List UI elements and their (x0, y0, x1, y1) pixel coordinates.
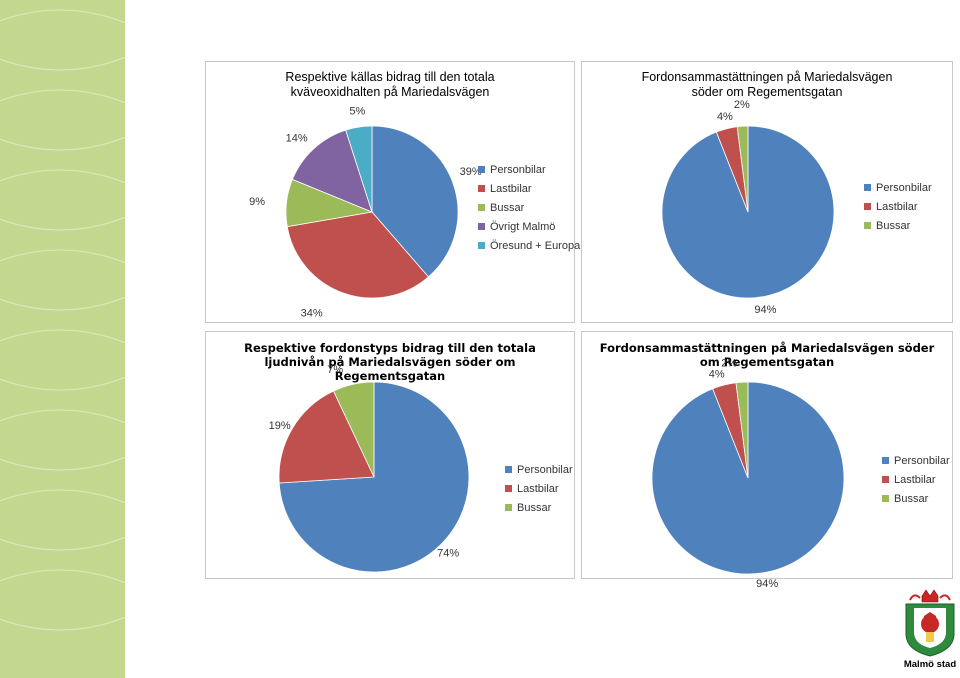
legend-item-2-2: Lastbilar (864, 197, 932, 216)
legend-swatch (478, 223, 485, 230)
data-label-2-2: 4% (717, 111, 733, 123)
legend-swatch (864, 203, 871, 210)
data-label-1-1: 39% (460, 166, 482, 178)
data-label-1-4: 14% (286, 132, 308, 144)
legend-swatch (478, 242, 485, 249)
data-label-4-3: 2% (721, 358, 737, 370)
legend-label: Bussar (517, 501, 552, 514)
legend-item-1-5: Öresund + Europa (478, 236, 580, 255)
legend-label: Bussar (894, 492, 929, 505)
sidebar-decoration (0, 0, 125, 678)
malmo-stad-logo: Malmö stad (900, 586, 960, 678)
chart-title-4: Fordonsammastättningen på Mariedalsvägen… (582, 341, 952, 369)
chart-panel-2: Fordonsammastättningen på Mariedalsvägen… (581, 61, 953, 323)
data-label-1-3: 9% (249, 196, 265, 208)
data-label-2-1: 94% (754, 304, 776, 316)
legend-swatch (505, 485, 512, 492)
chart-title-2: Fordonsammastättningen på Mariedalsvägen… (582, 70, 952, 100)
data-label-1-5: 5% (349, 106, 365, 118)
legend-label: Öresund + Europa (490, 239, 581, 252)
chart-panel-3: Respektive fordonstyps bidrag till den t… (205, 331, 575, 579)
legend-label: Personbilar (517, 463, 573, 476)
legend-1: Personbilar Lastbilar Bussar Övrigt Malmö Ör… (478, 160, 580, 255)
legend-item-1-2: Lastbilar (478, 179, 580, 198)
chart-panel-4: Fordonsammastättningen på Mariedalsvägen… (581, 331, 953, 590)
legend-swatch (478, 204, 485, 211)
data-label-3-3: 7% (327, 364, 343, 376)
legend-item-2-1: Personbilar (864, 178, 932, 197)
legend-item-3-2: Lastbilar (505, 479, 573, 498)
pie-slice-3-3 (333, 381, 375, 478)
pie-chart-1: 39% 34% 9% 14% 5% (249, 106, 482, 320)
legend-label: Lastbilar (490, 182, 532, 195)
data-label-3-1: 74% (437, 548, 459, 560)
legend-label: Lastbilar (894, 473, 936, 486)
chart-title-4-line-2: om Regementsgatan (699, 355, 835, 369)
legend-label: Personbilar (894, 454, 950, 467)
logo-text: Malmö stad (903, 659, 957, 670)
data-label-4-2: 4% (709, 368, 725, 380)
chart-panel-1: Respektive källas bidrag till den totala… (205, 61, 580, 323)
legend-item-1-4: Övrigt Malmö (478, 217, 580, 236)
chart-title-1: Respektive källas bidrag till den totala… (206, 70, 574, 100)
pie-slice-4-3 (735, 381, 749, 479)
legend-label: Bussar (876, 219, 911, 232)
legend-label: Personbilar (876, 181, 932, 194)
legend-item-2-3: Bussar (864, 216, 932, 235)
pie-chart-3: 74% 19% 7% (269, 364, 470, 573)
legend-swatch (505, 466, 512, 473)
legend-item-4-1: Personbilar (882, 451, 950, 470)
chart-title-3-line-1: Respektive fordonstyps bidrag till den t… (244, 341, 536, 355)
legend-swatch (882, 495, 889, 502)
pie-chart-2: 94% 4%2% (661, 99, 835, 316)
chart-title-1-line-2: kväveoxidhalten på Mariedalsvägen (290, 85, 490, 99)
pie-slice-1-1 (371, 125, 459, 278)
chart-title-3: Respektive fordonstyps bidrag till den t… (206, 341, 574, 383)
pie-slice-1-5 (345, 125, 373, 213)
chart-title-3-line-3: Regementsgatan (334, 369, 446, 383)
legend-2: Personbilar Lastbilar Bussar (864, 178, 932, 235)
pie-slice-1-2 (286, 211, 429, 299)
legend-label: Övrigt Malmö (490, 220, 556, 233)
legend-4: Personbilar Lastbilar Bussar (882, 451, 950, 508)
chart-title-2-line-1: Fordonsammastättningen på Mariedalsvägen (641, 70, 893, 84)
data-label-3-2: 19% (269, 420, 291, 432)
chart-title-2-line-2: söder om Regementsgatan (691, 85, 843, 99)
chart-title-1-line-1: Respektive källas bidrag till den totala (285, 70, 495, 84)
legend-label: Lastbilar (517, 482, 559, 495)
chart-title-4-line-1: Fordonsammastättningen på Mariedalsvägen… (599, 341, 935, 355)
sidebar-pattern (0, 9, 125, 631)
chart-title-3-line-2: ljudnivån på Mariedalsvägen söder om (264, 355, 516, 369)
legend-swatch (864, 184, 871, 191)
malmo-coat-of-arms-icon (905, 589, 955, 657)
legend-item-1-3: Bussar (478, 198, 580, 217)
legend-item-3-1: Personbilar (505, 460, 573, 479)
data-label-1-2: 34% (301, 308, 323, 320)
legend-swatch (882, 476, 889, 483)
legend-swatch (882, 457, 889, 464)
legend-3: Personbilar Lastbilar Bussar (505, 460, 573, 517)
legend-label: Bussar (490, 201, 525, 214)
legend-item-4-3: Bussar (882, 489, 950, 508)
legend-swatch (478, 185, 485, 192)
legend-item-3-3: Bussar (505, 498, 573, 517)
pie-chart-4: 94% 4%2% (651, 358, 845, 590)
pie-slice-3-2 (278, 390, 375, 484)
legend-swatch (864, 222, 871, 229)
pie-slice-2-3 (736, 125, 749, 213)
legend-swatch (478, 166, 485, 173)
legend-swatch (505, 504, 512, 511)
legend-item-4-2: Lastbilar (882, 470, 950, 489)
legend-item-1-1: Personbilar (478, 160, 580, 179)
legend-label: Personbilar (490, 163, 546, 176)
data-label-2-3: 2% (734, 99, 750, 111)
legend-label: Lastbilar (876, 200, 918, 213)
data-label-4-1: 94% (756, 578, 778, 590)
